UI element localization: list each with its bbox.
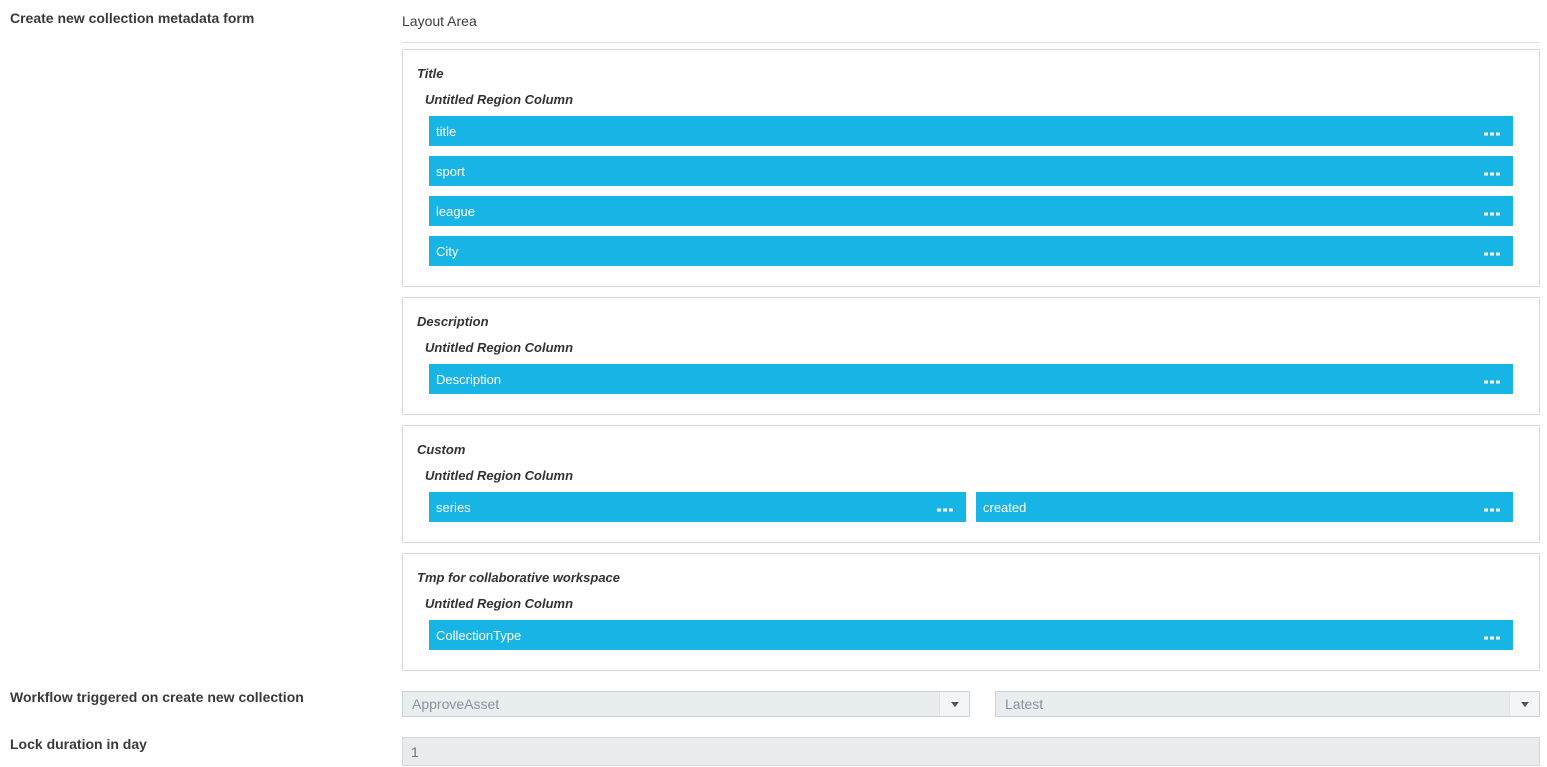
field-chip-label: sport bbox=[436, 163, 465, 179]
layout-section-title: Title Untitled Region Column title sport bbox=[402, 49, 1540, 287]
drag-handle-icon[interactable] bbox=[1484, 508, 1500, 512]
field-chip-label: league bbox=[436, 203, 476, 219]
dropdown-arrow-icon bbox=[950, 701, 959, 707]
field-chip-description[interactable]: Description bbox=[429, 364, 1513, 394]
workflow-trigger-label: Workflow triggered on create new collect… bbox=[10, 689, 304, 705]
dropdown-arrow-icon bbox=[1520, 701, 1529, 707]
workflow-select[interactable]: ApproveAsset bbox=[402, 691, 970, 717]
field-chip-label: created bbox=[983, 499, 1027, 515]
layout-section-custom: Custom Untitled Region Column series cre… bbox=[402, 425, 1540, 543]
lock-duration-label: Lock duration in day bbox=[10, 736, 147, 752]
lock-duration-input[interactable] bbox=[402, 737, 1540, 766]
workflow-version-select-value: Latest bbox=[1005, 696, 1044, 712]
field-chip-series[interactable]: series bbox=[429, 492, 966, 522]
drag-handle-icon[interactable] bbox=[937, 508, 953, 512]
field-chip-collectiontype[interactable]: CollectionType bbox=[429, 620, 1513, 650]
workflow-controls-row: ApproveAsset Latest bbox=[402, 691, 1540, 717]
workflow-select-value: ApproveAsset bbox=[412, 696, 500, 712]
field-chip-city[interactable]: City bbox=[429, 236, 1513, 266]
section-title: Tmp for collaborative workspace bbox=[417, 570, 621, 585]
field-chip-created[interactable]: created bbox=[976, 492, 1513, 522]
region-column-label: Untitled Region Column bbox=[425, 468, 574, 483]
form-title-label: Create new collection metadata form bbox=[10, 10, 255, 26]
section-title: Description bbox=[417, 314, 489, 329]
dropdown-arrow-button[interactable] bbox=[939, 692, 969, 716]
drag-handle-icon[interactable] bbox=[1484, 636, 1500, 640]
field-chip-title[interactable]: title bbox=[429, 116, 1513, 146]
drag-handle-icon[interactable] bbox=[1484, 380, 1500, 384]
layout-area-title: Layout Area bbox=[402, 0, 1540, 43]
region-column-label: Untitled Region Column bbox=[425, 92, 574, 107]
field-chip-sport[interactable]: sport bbox=[429, 156, 1513, 186]
field-chip-label: series bbox=[436, 499, 471, 515]
section-title: Title bbox=[417, 66, 444, 81]
field-chip-league[interactable]: league bbox=[429, 196, 1513, 226]
workflow-version-select[interactable]: Latest bbox=[995, 691, 1540, 717]
drag-handle-icon[interactable] bbox=[1484, 212, 1500, 216]
section-title: Custom bbox=[417, 442, 466, 457]
drag-handle-icon[interactable] bbox=[1484, 172, 1500, 176]
layout-section-tmp-workspace: Tmp for collaborative workspace Untitled… bbox=[402, 553, 1540, 671]
field-chip-label: City bbox=[436, 243, 459, 259]
drag-handle-icon[interactable] bbox=[1484, 252, 1500, 256]
drag-handle-icon[interactable] bbox=[1484, 132, 1500, 136]
region-column-label: Untitled Region Column bbox=[425, 340, 574, 355]
region-column-label: Untitled Region Column bbox=[425, 596, 574, 611]
dropdown-arrow-button[interactable] bbox=[1509, 692, 1539, 716]
field-chip-label: CollectionType bbox=[436, 627, 522, 643]
field-chip-label: Description bbox=[436, 371, 502, 387]
layout-area: Layout Area Title Untitled Region Column… bbox=[402, 0, 1540, 766]
field-chip-label: title bbox=[436, 123, 457, 139]
layout-section-description: Description Untitled Region Column Descr… bbox=[402, 297, 1540, 415]
